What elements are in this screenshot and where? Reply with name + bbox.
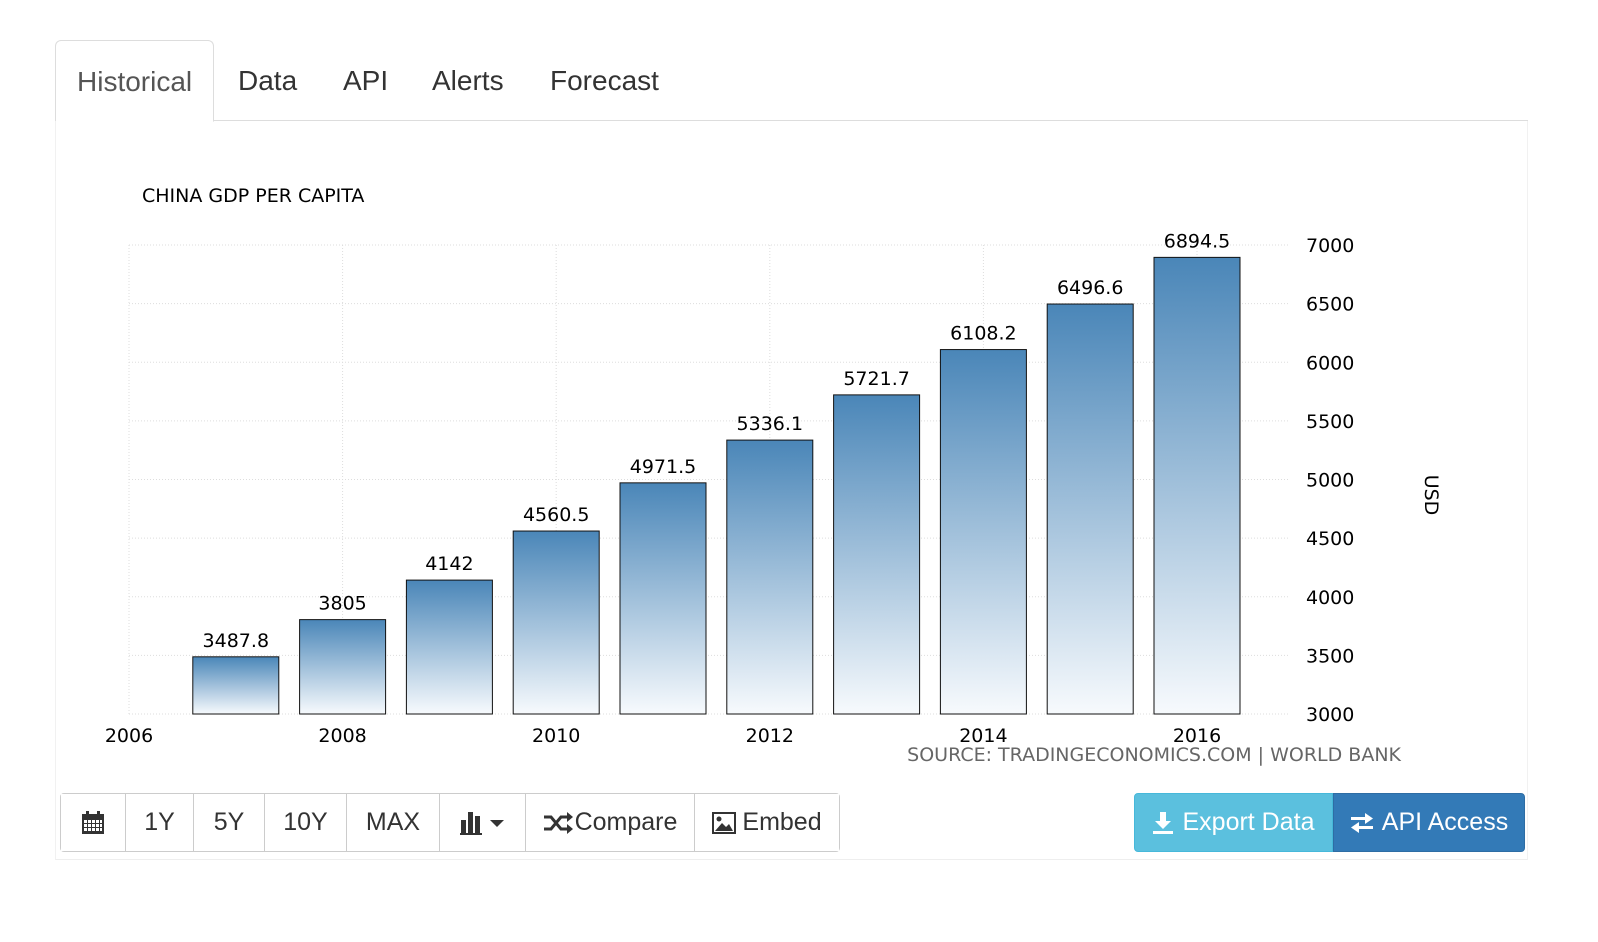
x-tick-label: 2006 bbox=[105, 725, 153, 747]
compare-button[interactable]: Compare bbox=[526, 794, 695, 851]
bar-value-label: 6108.2 bbox=[950, 323, 1016, 345]
export-data-label: Export Data bbox=[1182, 808, 1315, 836]
bar-value-label: 5721.7 bbox=[843, 368, 909, 390]
chart-type-button[interactable] bbox=[440, 794, 526, 851]
export-data-button[interactable]: Export Data bbox=[1134, 793, 1333, 852]
bar[interactable] bbox=[726, 439, 814, 715]
bar[interactable] bbox=[833, 394, 921, 715]
y-axis-label: USD bbox=[1420, 475, 1442, 516]
bar-value-label: 6496.6 bbox=[1057, 277, 1123, 299]
source-note: SOURCE: TRADINGECONOMICS.COM | WORLD BAN… bbox=[907, 744, 1401, 766]
x-tick-label: 2016 bbox=[1173, 725, 1221, 747]
tab-api[interactable]: API bbox=[343, 65, 389, 96]
bar[interactable] bbox=[1046, 303, 1134, 715]
embed-label: Embed bbox=[742, 808, 822, 836]
tab-data[interactable]: Data bbox=[238, 65, 298, 96]
bar[interactable] bbox=[1153, 256, 1241, 715]
y-tick-label: 5500 bbox=[1306, 411, 1354, 433]
y-tick-label: 7000 bbox=[1306, 235, 1354, 257]
bar[interactable] bbox=[192, 656, 280, 715]
y-tick-label: 3500 bbox=[1306, 645, 1354, 667]
bar-value-label: 4142 bbox=[425, 553, 473, 575]
y-tick-label: 4500 bbox=[1306, 528, 1354, 550]
tab-historical[interactable]: Historical bbox=[55, 40, 215, 122]
bar-value-label: 4560.5 bbox=[523, 504, 589, 526]
shuffle-icon bbox=[543, 811, 573, 834]
bar[interactable] bbox=[299, 619, 387, 715]
embed-button[interactable]: Embed bbox=[695, 794, 839, 851]
range-10y-button[interactable]: 10Y bbox=[265, 794, 347, 851]
tab-alerts[interactable]: Alerts bbox=[432, 65, 504, 96]
api-access-label: API Access bbox=[1381, 808, 1509, 836]
tab-forecast[interactable]: Forecast bbox=[550, 65, 659, 96]
calendar-button[interactable] bbox=[61, 794, 126, 851]
bar-value-label: 4971.5 bbox=[630, 456, 696, 478]
x-tick-label: 2014 bbox=[959, 725, 1007, 747]
bar[interactable] bbox=[405, 579, 493, 715]
range-max-button[interactable]: MAX bbox=[347, 794, 440, 851]
chart-toolbar: 1Y 5Y 10Y MAX Comp bbox=[60, 793, 840, 852]
range-5y-button[interactable]: 5Y bbox=[194, 794, 265, 851]
chart-card: Historical Data API Alerts Forecast CHIN… bbox=[55, 40, 1528, 860]
bar-chart: CHINA GDP PER CAPITA 3487.8 3805 4142 4560.… bbox=[105, 185, 1442, 766]
chevron-down-icon bbox=[489, 819, 504, 827]
y-tick-label: 5000 bbox=[1306, 470, 1354, 492]
image-icon bbox=[712, 811, 737, 834]
api-access-button[interactable]: API Access bbox=[1333, 793, 1525, 852]
bar-value-label: 6894.5 bbox=[1164, 230, 1230, 252]
compare-label: Compare bbox=[574, 808, 678, 836]
x-tick-label: 2010 bbox=[532, 725, 580, 747]
calendar-icon bbox=[82, 810, 104, 834]
y-tick-label: 3000 bbox=[1306, 704, 1354, 726]
chart-panel: CHINA GDP PER CAPITA 3487.8 3805 4142 4560.… bbox=[55, 121, 1528, 860]
bar-value-label: 3805 bbox=[318, 593, 366, 615]
download-icon bbox=[1153, 811, 1174, 834]
x-tick-label: 2012 bbox=[746, 725, 794, 747]
bar-chart-icon bbox=[459, 811, 504, 835]
y-tick-label: 6000 bbox=[1306, 352, 1354, 374]
y-tick-label: 4000 bbox=[1306, 587, 1354, 609]
y-tick-label: 6500 bbox=[1306, 294, 1354, 316]
bar[interactable] bbox=[512, 530, 600, 715]
bar[interactable] bbox=[939, 349, 1027, 715]
x-tick-label: 2008 bbox=[318, 725, 366, 747]
bar-value-label: 5336.1 bbox=[737, 413, 803, 435]
exchange-icon bbox=[1350, 812, 1373, 833]
action-buttons: Export Data API Access bbox=[1134, 793, 1525, 852]
tab-bar: Historical Data API Alerts Forecast bbox=[55, 40, 1528, 122]
bar-value-label: 3487.8 bbox=[203, 630, 269, 652]
range-1y-button[interactable]: 1Y bbox=[126, 794, 194, 851]
chart-title: CHINA GDP PER CAPITA bbox=[142, 185, 364, 207]
bar[interactable] bbox=[619, 482, 707, 715]
